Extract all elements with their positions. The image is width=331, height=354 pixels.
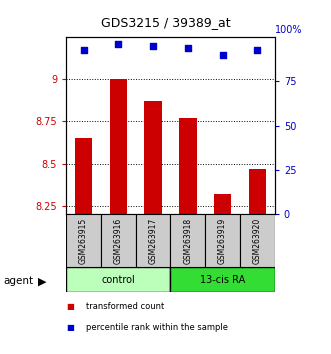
Bar <box>101 214 136 267</box>
Bar <box>214 194 231 214</box>
Text: 13-cis RA: 13-cis RA <box>200 275 245 285</box>
Bar <box>66 214 101 267</box>
Bar <box>249 169 266 214</box>
Text: percentile rank within the sample: percentile rank within the sample <box>86 323 228 332</box>
Text: GSM263920: GSM263920 <box>253 218 262 264</box>
Bar <box>170 267 275 292</box>
Text: ■: ■ <box>66 302 74 311</box>
Text: GSM263918: GSM263918 <box>183 218 192 264</box>
Text: transformed count: transformed count <box>86 302 164 311</box>
Bar <box>179 118 197 214</box>
Text: ■: ■ <box>66 323 74 332</box>
Bar <box>240 214 275 267</box>
Text: ▶: ▶ <box>38 276 47 286</box>
Text: GDS3215 / 39389_at: GDS3215 / 39389_at <box>101 16 230 29</box>
Point <box>150 43 156 49</box>
Point <box>185 45 191 51</box>
Bar <box>110 79 127 214</box>
Point <box>81 47 86 52</box>
Text: agent: agent <box>3 276 33 286</box>
Point <box>255 47 260 52</box>
Text: 100%: 100% <box>275 24 302 35</box>
Bar <box>66 267 170 292</box>
Text: GSM263917: GSM263917 <box>149 218 158 264</box>
Bar <box>205 214 240 267</box>
Text: GSM263916: GSM263916 <box>114 218 123 264</box>
Bar <box>144 101 162 214</box>
Point <box>220 52 225 58</box>
Bar <box>136 214 170 267</box>
Bar <box>170 214 205 267</box>
Text: control: control <box>102 275 135 285</box>
Bar <box>75 138 92 214</box>
Point <box>116 41 121 47</box>
Text: GSM263915: GSM263915 <box>79 218 88 264</box>
Text: GSM263919: GSM263919 <box>218 218 227 264</box>
